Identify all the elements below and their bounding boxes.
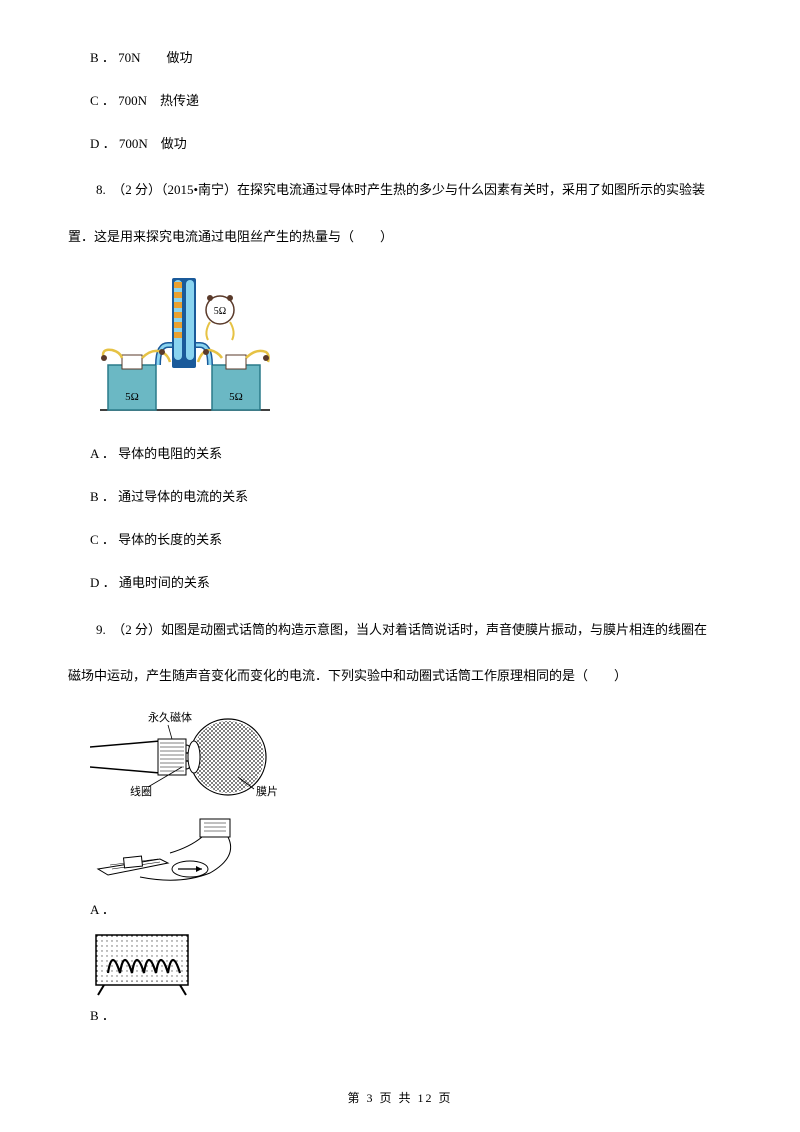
q9-option-b-container: B ．: [68, 929, 732, 1027]
q9-text-line2: 磁场中运动，产生随声音变化而变化的电流．下列实验中和动圈式话筒工作原理相同的是（…: [68, 662, 732, 691]
q9-magnet-label: 永久磁体: [148, 710, 192, 724]
q9-option-b-label: B ．: [90, 1006, 732, 1027]
q9-coil-label: 线圈: [130, 784, 152, 798]
q9-text-line1: 9. （2 分）如图是动圈式话筒的构造示意图，当人对着话筒说话时，声音使膜片振动…: [68, 616, 732, 645]
q8-text-line1: 8. （2 分）（2015•南宁）在探究电流通过导体时产生热的多少与什么因素有关…: [68, 176, 732, 205]
q9-option-a-container: A ．: [68, 817, 732, 922]
q9-option-b-figure: [90, 929, 200, 997]
q8-right-label: 5Ω: [229, 391, 243, 403]
q8-option-d: D ． 通电时间的关系: [68, 573, 732, 594]
q7-option-b: B ． 70N 做功: [68, 48, 732, 69]
q8-text-line2: 置．这是用来探究电流通过电阻丝产生的热量与（ ）: [68, 223, 732, 252]
q8-option-b: B ． 通过导体的电流的关系: [68, 487, 732, 508]
q9-microphone-diagram: 永久磁体 线圈 膜片: [90, 709, 290, 804]
q7-option-c: C ． 700N 热传递: [68, 91, 732, 112]
q7-option-d: D ． 700N 做功: [68, 134, 732, 155]
q7-option-b-text: B ． 70N 做功: [90, 50, 193, 65]
q8-circuit-diagram: 5Ω 5Ω 5Ω: [90, 270, 280, 420]
page-footer: 第 3 页 共 12 页: [0, 1089, 800, 1108]
q7-option-d-text: D ． 700N 做功: [90, 136, 187, 151]
q8-left-label: 5Ω: [125, 391, 139, 403]
q8-figure: 5Ω 5Ω 5Ω: [90, 270, 732, 427]
q8-option-a: A ． 导体的电阻的关系: [68, 444, 732, 465]
q8-option-c: C ． 导体的长度的关系: [68, 530, 732, 551]
q9-diaphragm-label: 膜片: [256, 785, 278, 798]
q7-option-c-text: C ． 700N 热传递: [90, 93, 199, 108]
q9-figure-main: 永久磁体 线圈 膜片: [68, 709, 732, 811]
q9-option-a-label: A ．: [90, 900, 732, 921]
q8-top-label: 5Ω: [214, 306, 226, 317]
q9-option-a-figure: [90, 817, 250, 892]
